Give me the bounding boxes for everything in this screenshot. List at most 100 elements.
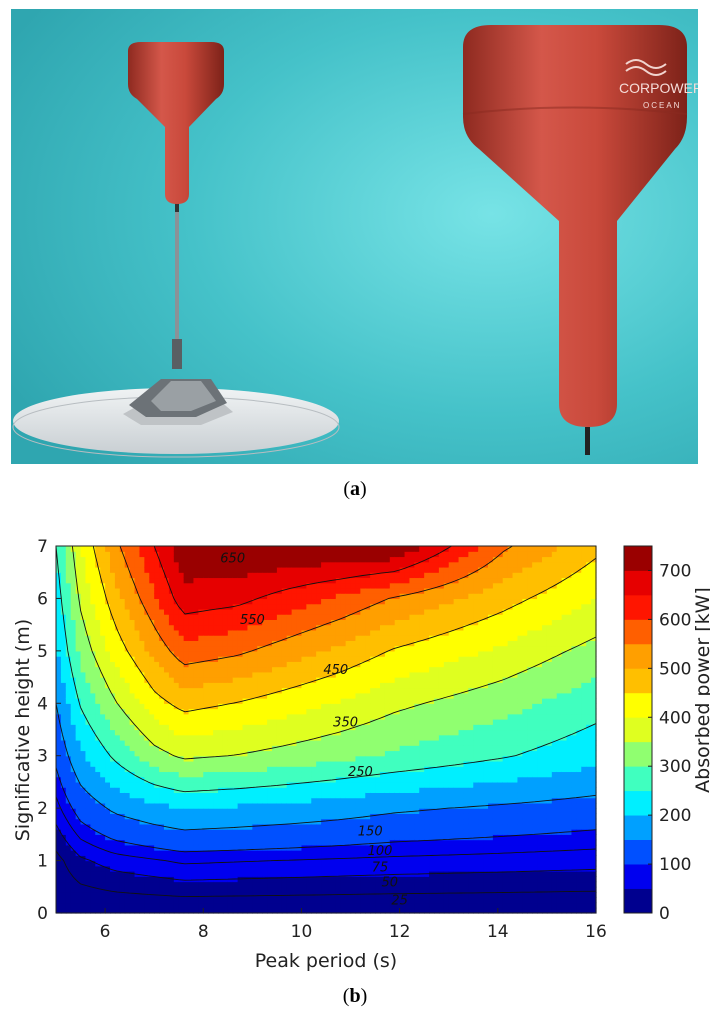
contour-cell — [306, 829, 312, 835]
contour-cell — [370, 713, 376, 720]
contour-cell — [394, 671, 401, 678]
contour-cell — [252, 886, 258, 893]
contour-cell — [267, 871, 273, 877]
contour-cell — [262, 771, 268, 778]
contour-cell — [272, 661, 278, 668]
contour-cell — [384, 582, 391, 589]
contour-cell — [394, 760, 401, 767]
contour-cell — [272, 907, 278, 914]
contour-cell — [144, 808, 150, 814]
contour-cell — [213, 881, 219, 888]
contour-cell — [124, 897, 131, 904]
contour-cell — [227, 739, 234, 746]
contour-cell — [168, 886, 175, 893]
contour-cell — [281, 876, 288, 883]
contour-cell — [252, 656, 258, 662]
contour-cell — [286, 724, 293, 731]
caption-a: (a) — [343, 478, 367, 500]
contour-cell — [124, 608, 131, 615]
contour-cell — [335, 587, 342, 594]
contour-cell — [75, 902, 82, 909]
contour-cell — [124, 593, 131, 600]
contour-cell — [316, 850, 322, 856]
contour-cell — [237, 865, 244, 872]
contour-cell — [65, 671, 72, 678]
contour-cell — [296, 734, 303, 741]
contour-cell — [164, 839, 170, 846]
contour-cell — [281, 624, 288, 631]
contour-cell — [394, 823, 401, 830]
contour-cell — [306, 865, 312, 872]
contour-cell — [291, 792, 298, 799]
contour-cell — [70, 855, 77, 862]
contour-cell — [168, 629, 175, 636]
contour-cell — [178, 682, 185, 689]
contour-cell — [321, 844, 327, 851]
contour-cell — [114, 687, 121, 694]
contour-cell — [394, 755, 401, 762]
contour-cell — [105, 566, 111, 573]
contour-cell — [188, 892, 195, 898]
anchor-foundation — [123, 379, 233, 425]
contour-cell — [267, 703, 273, 710]
contour-cell — [85, 598, 91, 605]
contour-cell — [311, 624, 317, 631]
contour-cell — [134, 682, 141, 689]
contour-cell — [384, 645, 391, 652]
contour-cell — [188, 629, 195, 636]
contour-cell — [95, 640, 101, 647]
contour-cell — [370, 650, 376, 657]
contour-cell — [340, 844, 347, 851]
contour-cell — [218, 687, 224, 694]
contour-cell — [110, 677, 116, 683]
contour-cell — [306, 734, 312, 741]
contour-cell — [301, 839, 307, 846]
contour-cell — [218, 802, 224, 809]
contour-cell — [134, 687, 141, 694]
contour-cell — [370, 645, 376, 652]
contour-cell — [345, 671, 352, 678]
contour-cell — [178, 897, 185, 904]
contour-cell — [272, 871, 278, 877]
contour-cell — [340, 677, 347, 683]
contour-cell — [335, 850, 342, 856]
contour-cell — [159, 739, 165, 746]
contour-cell — [139, 546, 145, 552]
contour-cell — [168, 719, 175, 725]
contour-cell — [291, 734, 298, 741]
contour-cell — [296, 608, 303, 615]
contour-cell — [237, 850, 244, 856]
contour-cell — [60, 640, 67, 647]
contour-cell — [375, 640, 381, 647]
contour-cell — [252, 650, 258, 657]
contour-cell — [375, 656, 381, 662]
contour-cell — [100, 677, 106, 683]
contour-cell — [321, 865, 327, 872]
contour-cell — [80, 902, 87, 909]
contour-cell — [252, 582, 258, 589]
contour-cell — [188, 593, 195, 600]
contour-cell — [193, 598, 199, 605]
contour-cell — [149, 792, 155, 799]
contour-cell — [291, 703, 298, 710]
contour-cell — [95, 582, 101, 589]
contour-cell — [159, 850, 165, 856]
contour-cell — [218, 823, 224, 830]
contour-cell — [311, 692, 317, 699]
contour-cell — [119, 635, 126, 641]
contour-cell — [350, 614, 357, 620]
contour-cell — [252, 640, 258, 647]
contour-cell — [213, 745, 219, 752]
contour-cell — [183, 624, 190, 631]
contour-cell — [384, 719, 391, 725]
contour-cell — [218, 703, 224, 710]
contour-cell — [168, 755, 175, 762]
contour-cell — [345, 760, 352, 767]
contour-cell — [355, 886, 361, 893]
contour-cell — [85, 587, 91, 594]
contour-cell — [360, 750, 366, 757]
contour-cell — [173, 776, 180, 783]
contour-cell — [262, 724, 268, 731]
contour-cell — [188, 551, 195, 558]
contour-cell — [316, 719, 322, 725]
